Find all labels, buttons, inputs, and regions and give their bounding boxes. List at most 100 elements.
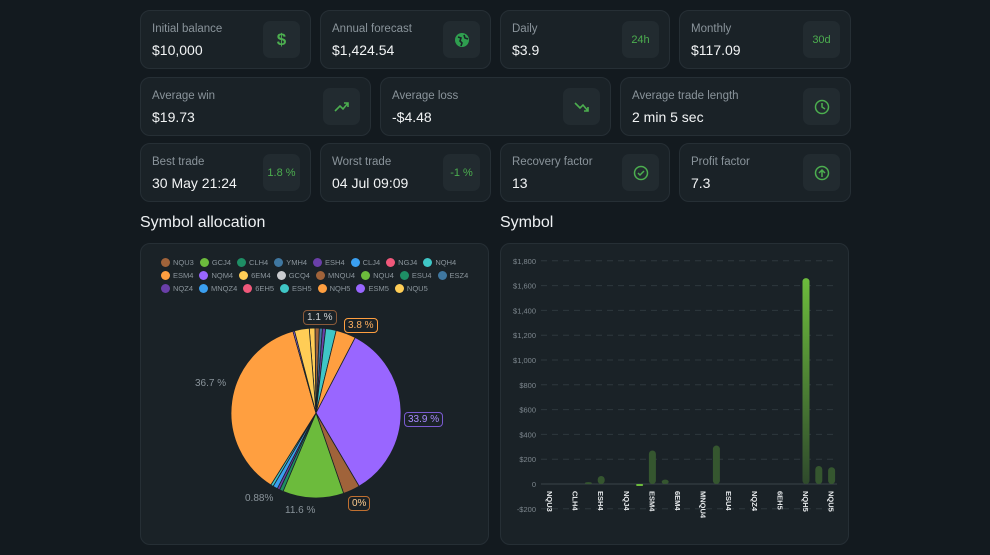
bar-nqu4[interactable] — [712, 445, 720, 484]
x-tick-label: NQU5 — [827, 491, 836, 512]
legend-swatch — [350, 258, 360, 267]
legend-item[interactable]: NGJ4 — [386, 258, 417, 267]
card-value: 04 Jul 09:09 — [332, 175, 409, 191]
legend-swatch — [280, 284, 290, 293]
legend-item[interactable]: 6EH5 — [243, 284, 274, 293]
legend-swatch — [437, 271, 447, 280]
pie-chart — [230, 327, 402, 499]
y-tick-label: $600 — [519, 406, 536, 415]
card-label: Worst trade — [332, 156, 392, 168]
legend-item[interactable]: YMH4 — [274, 258, 307, 267]
legend-label: CLJ4 — [362, 258, 381, 267]
card-value: 2 min 5 sec — [632, 109, 704, 125]
x-tick-label: NQU3 — [545, 491, 554, 512]
y-tick-label: $1,600 — [513, 282, 536, 291]
x-tick-label: NQZ4 — [750, 491, 759, 512]
legend-label: 6EM4 — [251, 271, 271, 280]
bar-esh4[interactable] — [597, 475, 605, 484]
card-badge: 30d — [803, 21, 840, 58]
card-worst-trade: Worst trade 04 Jul 09:09 -1 % — [320, 143, 491, 202]
legend-label: NQU3 — [173, 258, 194, 267]
card-value: $117.09 — [691, 42, 741, 58]
legend-swatch — [199, 284, 209, 293]
card-value: $3.9 — [512, 42, 540, 58]
legend-label: NQU5 — [406, 284, 428, 293]
legend-label: CLH4 — [249, 258, 269, 267]
legend-item[interactable]: NQU4 — [361, 271, 394, 280]
legend-swatch — [199, 258, 209, 267]
bar-nqh4[interactable] — [636, 484, 644, 486]
card-value: $19.73 — [152, 109, 195, 125]
card-label: Average loss — [392, 90, 459, 102]
card-badge: 1.8 % — [263, 154, 300, 191]
card-label: Daily — [512, 23, 538, 35]
pie-slice-nqh5[interactable] — [230, 330, 317, 486]
pie-slice-nqu4[interactable] — [282, 411, 345, 499]
legend-swatch — [274, 258, 284, 267]
legend-item[interactable]: CLJ4 — [350, 258, 381, 267]
card-value: $1,424.54 — [332, 42, 395, 58]
card-average-trade-length: Average trade length 2 min 5 sec — [620, 77, 851, 136]
legend-swatch — [199, 271, 209, 280]
legend-label: NQU4 — [373, 271, 394, 280]
arrow-up-circle-icon — [803, 154, 840, 191]
bar-esm5[interactable] — [815, 466, 823, 484]
bar-esm4[interactable] — [648, 450, 656, 484]
legend-swatch — [356, 284, 366, 293]
legend-swatch — [161, 258, 170, 267]
x-tick-label: 6EH5 — [775, 491, 784, 510]
legend-item[interactable]: NQU3 — [161, 258, 194, 267]
card-best-trade: Best trade 30 May 21:24 1.8 % — [140, 143, 311, 202]
bar-nqu5[interactable] — [828, 467, 836, 484]
legend-swatch — [276, 271, 286, 280]
legend-swatch — [315, 271, 325, 280]
legend-swatch — [399, 271, 409, 280]
card-label: Annual forecast — [332, 23, 412, 35]
card-value: 30 May 21:24 — [152, 175, 237, 191]
legend-item[interactable]: ESM5 — [356, 284, 389, 293]
legend-item[interactable]: NQU5 — [394, 284, 428, 293]
x-tick-label: ESM4 — [647, 491, 656, 512]
card-annual-forecast: Annual forecast $1,424.54 — [320, 10, 491, 69]
legend-item[interactable]: NQM4 — [199, 271, 233, 280]
bar-ymh4[interactable] — [584, 482, 592, 485]
bar-nqm4[interactable] — [661, 479, 669, 484]
legend-swatch — [239, 271, 249, 280]
legend-item[interactable]: ESH4 — [313, 258, 345, 267]
y-tick-label: $1,200 — [513, 331, 536, 340]
pie-slice-6em4[interactable] — [293, 327, 317, 414]
legend-label: ESM5 — [368, 284, 389, 293]
check-circle-icon — [622, 154, 659, 191]
y-tick-label: $1,000 — [513, 356, 536, 365]
bar-nqh5[interactable] — [802, 278, 810, 484]
pie-label-esm4: 3.8 % — [344, 318, 378, 333]
legend-item[interactable]: MNQZ4 — [199, 284, 237, 293]
card-label: Monthly — [691, 23, 732, 35]
legend-item[interactable]: ESH5 — [280, 284, 312, 293]
legend-item[interactable]: NQH4 — [423, 258, 456, 267]
legend-item[interactable]: GCQ4 — [276, 271, 310, 280]
x-tick-label: 6EM4 — [673, 491, 682, 511]
legend-item[interactable]: ESZ4 — [437, 271, 469, 280]
legend-label: ESZ4 — [449, 271, 469, 280]
card-badge: 24h — [622, 21, 659, 58]
legend-item[interactable]: ESM4 — [161, 271, 193, 280]
x-tick-label: NQJ4 — [622, 491, 631, 511]
legend-item[interactable]: CLH4 — [237, 258, 268, 267]
legend-label: NGJ4 — [398, 258, 418, 267]
legend-item[interactable]: MNQU4 — [315, 271, 355, 280]
legend-label: NQZ4 — [173, 284, 194, 293]
legend-item[interactable]: GCJ4 — [199, 258, 231, 267]
legend-item[interactable]: 6EM4 — [239, 271, 271, 280]
y-tick-label: $400 — [519, 430, 536, 439]
legend-item[interactable]: ESU4 — [399, 271, 432, 280]
legend-item[interactable]: NQH5 — [317, 284, 350, 293]
legend-label: MNQZ4 — [211, 284, 238, 293]
card-daily: Daily $3.9 24h — [500, 10, 670, 69]
y-tick-label: $200 — [519, 455, 536, 464]
legend-item[interactable]: NQZ4 — [161, 284, 193, 293]
pie-label-mnqu4: 0% — [348, 496, 371, 511]
dollar-icon: $ — [263, 21, 300, 58]
x-tick-label: MNQU4 — [699, 491, 708, 519]
x-tick-label: NQH5 — [801, 491, 810, 512]
